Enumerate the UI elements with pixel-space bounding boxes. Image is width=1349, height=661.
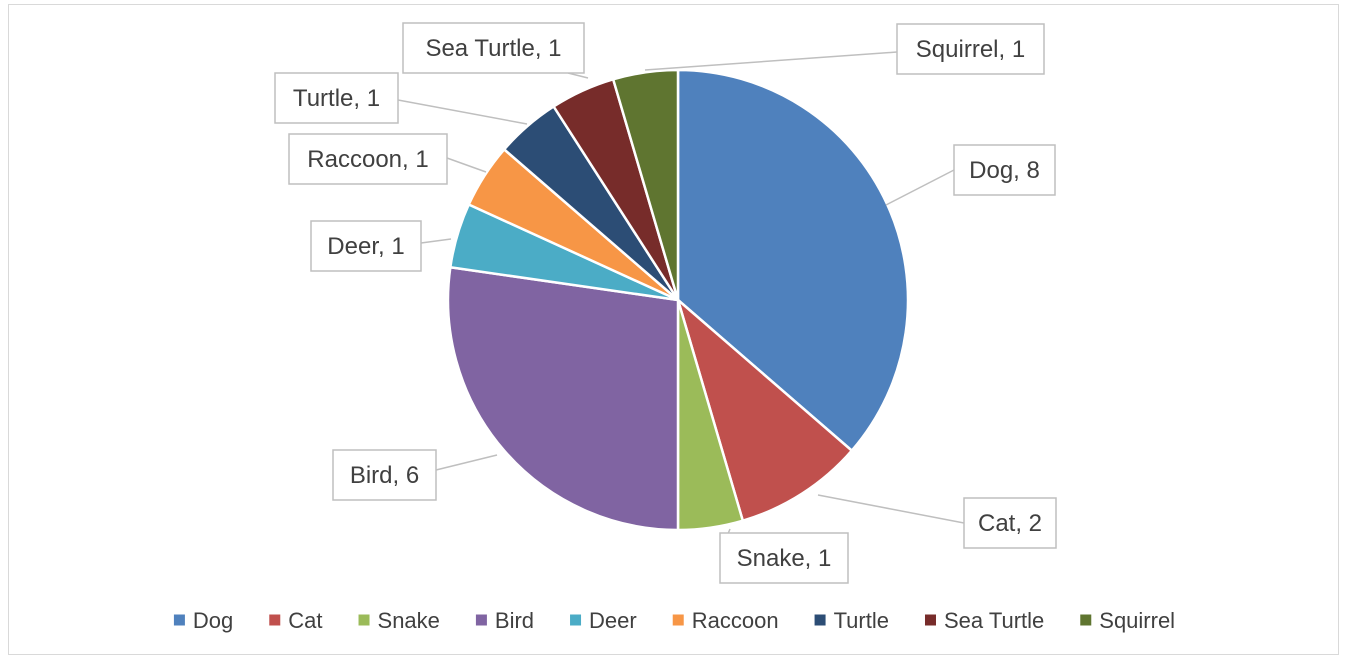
legend-swatch-raccoon bbox=[672, 614, 684, 626]
data-label-box-sea-turtle bbox=[402, 22, 585, 74]
legend-swatch-bird bbox=[475, 614, 487, 626]
data-label-deer: Deer, 1 bbox=[310, 220, 422, 272]
legend-swatch-cat bbox=[269, 614, 281, 626]
data-label-text-snake: Snake, 1 bbox=[737, 545, 832, 572]
data-label-turtle: Turtle, 1 bbox=[274, 72, 399, 124]
legend-label-snake: Snake bbox=[378, 608, 440, 633]
data-label-box-dog bbox=[953, 144, 1056, 196]
legend-item-snake: Snake bbox=[358, 608, 440, 633]
legend-label-deer: Deer bbox=[589, 608, 637, 633]
data-label-text-sea-turtle: Sea Turtle, 1 bbox=[425, 35, 561, 62]
data-label-text-cat: Cat, 2 bbox=[978, 510, 1042, 537]
legend-label-sea-turtle: Sea Turtle bbox=[944, 608, 1044, 633]
data-label-squirrel: Squirrel, 1 bbox=[896, 23, 1045, 75]
legend-swatch-deer bbox=[570, 614, 582, 626]
legend-label-dog: Dog bbox=[193, 608, 233, 633]
leader-lines bbox=[397, 51, 965, 554]
legend-item-bird: Bird bbox=[475, 608, 534, 633]
data-label-text-turtle: Turtle, 1 bbox=[293, 85, 380, 112]
legend-swatch-squirrel bbox=[1080, 614, 1092, 626]
data-label-box-snake bbox=[719, 532, 849, 584]
legend-item-raccoon: Raccoon bbox=[672, 608, 779, 633]
data-label-box-bird bbox=[332, 449, 437, 501]
legend-item-squirrel: Squirrel bbox=[1080, 608, 1175, 633]
leader-line-bird bbox=[435, 454, 498, 471]
legend-label-bird: Bird bbox=[495, 608, 534, 633]
legend-label-raccoon: Raccoon bbox=[692, 608, 779, 633]
data-label-dog: Dog, 8 bbox=[953, 144, 1056, 196]
legend-item-sea-turtle: Sea Turtle bbox=[924, 608, 1044, 633]
pie-slice-squirrel bbox=[611, 68, 680, 302]
legend-item-dog: Dog bbox=[173, 608, 233, 633]
data-label-box-cat bbox=[963, 497, 1057, 549]
data-label-text-squirrel: Squirrel, 1 bbox=[916, 36, 1025, 63]
data-label-box-raccoon bbox=[288, 133, 448, 185]
data-label-raccoon: Raccoon, 1 bbox=[288, 133, 448, 185]
pie-slice-bird bbox=[446, 266, 680, 532]
leader-line-cat bbox=[817, 494, 965, 524]
legend: Dog Cat Snake Bird Deer Raccoon Turtle Sea Turt… bbox=[173, 608, 1175, 633]
legend-swatch-turtle bbox=[814, 614, 826, 626]
data-label-box-turtle bbox=[274, 72, 399, 124]
data-label-text-bird: Bird, 6 bbox=[350, 462, 419, 489]
legend-label-turtle: Turtle bbox=[834, 608, 889, 633]
data-label-box-squirrel bbox=[896, 23, 1045, 75]
data-label-text-deer: Deer, 1 bbox=[327, 233, 404, 260]
data-label-cat: Cat, 2 bbox=[963, 497, 1057, 549]
legend-item-cat: Cat bbox=[269, 608, 323, 633]
leader-line-deer bbox=[420, 238, 452, 244]
data-label-snake: Snake, 1 bbox=[719, 532, 849, 584]
legend-swatch-dog bbox=[173, 614, 185, 626]
legend-swatch-sea-turtle bbox=[924, 614, 936, 626]
data-label-bird: Bird, 6 bbox=[332, 449, 437, 501]
legend-label-squirrel: Squirrel bbox=[1099, 608, 1175, 633]
leader-line-dog bbox=[885, 169, 955, 206]
legend-item-turtle: Turtle bbox=[814, 608, 889, 633]
data-label-text-dog: Dog, 8 bbox=[969, 157, 1040, 184]
legend-swatch-snake bbox=[358, 614, 370, 626]
legend-item-deer: Deer bbox=[570, 608, 637, 633]
data-labels: Dog, 8 Cat, 2 Snake, 1 Bird, 6 Deer, 1 Raccoo… bbox=[274, 22, 1057, 584]
leader-line-squirrel bbox=[644, 51, 898, 71]
legend-label-cat: Cat bbox=[288, 608, 322, 633]
data-label-box-deer bbox=[310, 220, 422, 272]
data-label-sea-turtle: Sea Turtle, 1 bbox=[402, 22, 585, 74]
leader-line-raccoon bbox=[446, 157, 487, 173]
leader-line-turtle bbox=[397, 99, 528, 125]
pie-slices bbox=[446, 68, 910, 532]
data-label-text-raccoon: Raccoon, 1 bbox=[307, 146, 428, 173]
leader-line-sea-turtle bbox=[567, 72, 589, 79]
pie-slice-cat bbox=[676, 298, 854, 522]
